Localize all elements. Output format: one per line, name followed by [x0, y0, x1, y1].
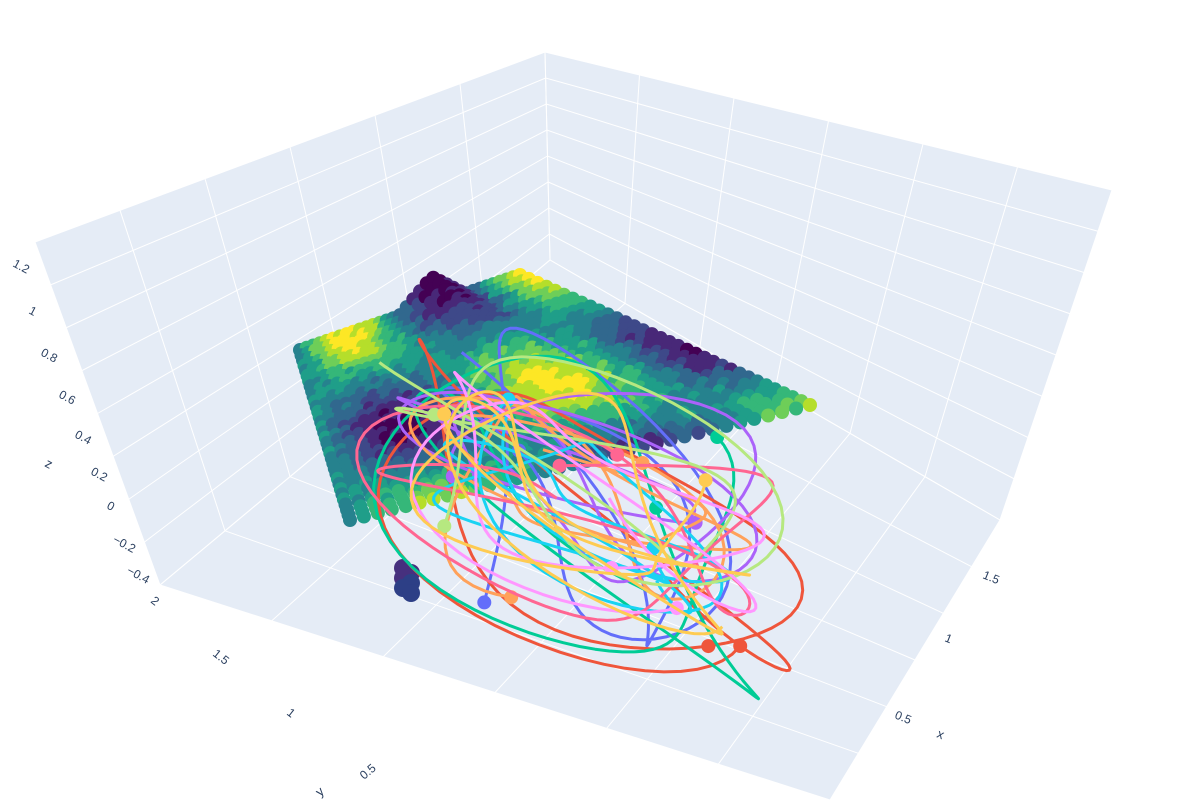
- back-wall-left: [35, 52, 550, 585]
- z-tick-label: 1.2: [11, 256, 33, 276]
- trajectory-marker: [698, 473, 713, 488]
- trajectory-lines: [355, 326, 805, 701]
- y-tick-label: 0.5: [357, 761, 379, 783]
- trajectory-marker: [649, 500, 664, 515]
- pillar-sphere: [402, 584, 420, 602]
- surface-sphere: [803, 398, 817, 412]
- x-grid-line: [849, 143, 924, 434]
- surface-sphere: [789, 401, 804, 416]
- surface-sphere: [733, 415, 748, 430]
- x-axis-title: x: [935, 726, 947, 743]
- y-grid-line: [119, 210, 226, 531]
- x-axis-ticks: 1.5 1 0.5 x: [893, 568, 1002, 743]
- x-grid-line: [924, 166, 1018, 477]
- surface-sphere: [747, 411, 762, 426]
- trajectory-marker: [477, 595, 492, 610]
- z-tick-label: 0: [105, 498, 118, 514]
- z-tick-label: 0.8: [39, 345, 61, 365]
- surface-sphere: [356, 509, 371, 524]
- x-grid-line: [624, 74, 640, 304]
- y-tick-label: 2: [148, 593, 162, 608]
- surface-sphere: [775, 405, 790, 419]
- y-axis-title: y: [312, 783, 327, 799]
- back-wall-right: [545, 52, 1112, 520]
- trajectory-marker: [552, 458, 567, 473]
- z-tick-label: 0.4: [73, 427, 95, 447]
- y-tick-label: 1.5: [210, 646, 232, 668]
- z-axis-title: z: [43, 455, 56, 471]
- x-grid-line: [999, 189, 1113, 521]
- x-tick-label: 1.5: [981, 568, 1002, 587]
- trajectory-line: [409, 370, 766, 614]
- y-grid-line: [204, 178, 291, 477]
- x-tick-label: 0.5: [893, 708, 914, 727]
- trajectory-marker: [635, 456, 650, 470]
- z-tick-label: −0.4: [125, 563, 153, 587]
- x-tick-label: 1: [943, 631, 955, 647]
- y-tick-label: 1: [284, 705, 298, 720]
- x-floor-grid-line: [829, 519, 1001, 801]
- z-tick-label: −0.2: [111, 532, 139, 556]
- surface-sphere: [398, 499, 413, 514]
- z-tick-label: 0.6: [57, 387, 79, 407]
- trajectory-marker: [733, 639, 748, 653]
- trajectory-marker: [437, 519, 452, 534]
- x-floor-grid-line: [717, 476, 926, 765]
- trajectory-marker: [610, 447, 625, 462]
- surface-sphere: [343, 513, 357, 527]
- surface-sphere: [677, 429, 692, 444]
- z-tick-label: 0.2: [89, 464, 111, 484]
- y-grid-line: [459, 83, 486, 315]
- surface-sphere: [761, 408, 776, 423]
- surface-sphere: [691, 425, 706, 440]
- x-grid-line: [774, 120, 829, 391]
- z-tick-label: 1: [27, 303, 40, 319]
- x-grid-line: [699, 97, 735, 347]
- surface-sphere: [719, 418, 734, 433]
- y-grid-line: [34, 241, 161, 586]
- trajectory-marker: [701, 639, 716, 654]
- y-grid-line: [544, 51, 551, 261]
- grid-lines: [34, 51, 1113, 801]
- trajectory-marker: [437, 407, 452, 421]
